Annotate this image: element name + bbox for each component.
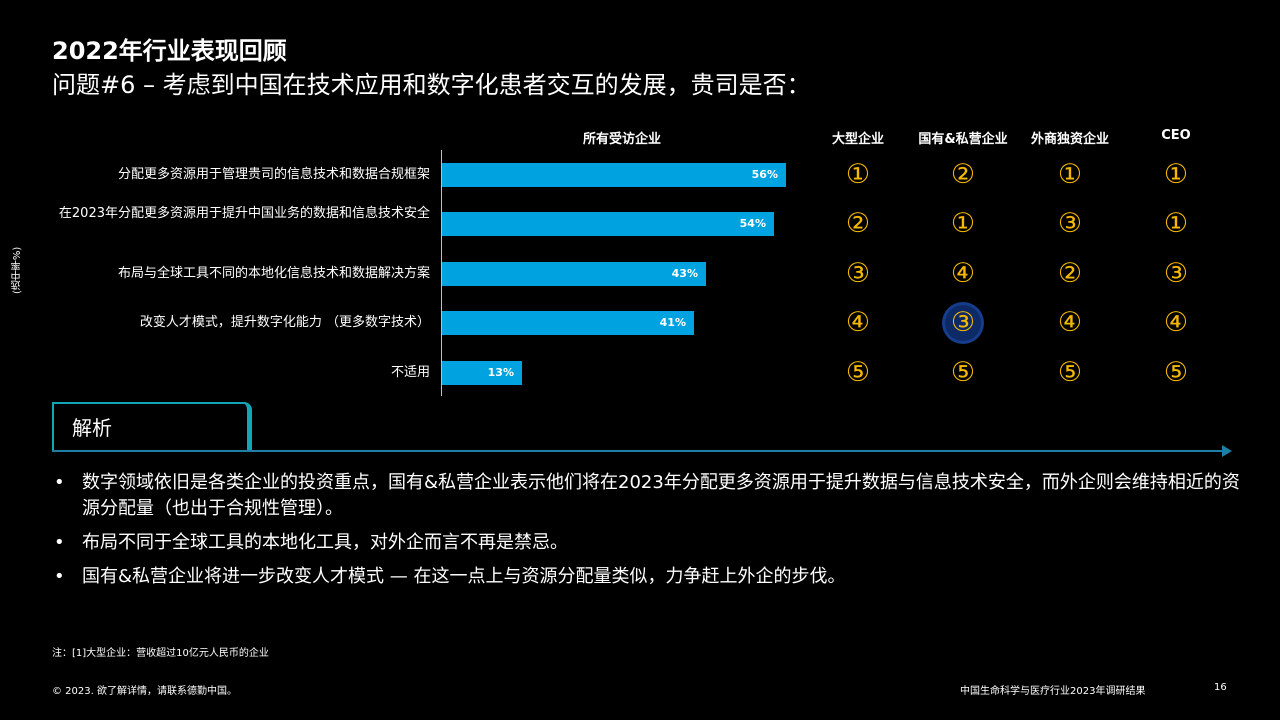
- rank-badge: ①: [845, 159, 871, 190]
- arrow-head-icon: [1222, 445, 1232, 457]
- rank-badge: ③: [845, 258, 871, 289]
- bar-value-label: 13%: [487, 366, 514, 379]
- rank-badge: ⑤: [1163, 357, 1189, 388]
- rank-badge: ①: [1163, 208, 1189, 239]
- page-number: 16: [1214, 682, 1227, 693]
- bar: [442, 262, 706, 286]
- footnote: 注：[1]大型企业：营收超过10亿元人民币的企业: [52, 648, 269, 659]
- chart-axis: [441, 150, 442, 396]
- analysis-bullets: • 数字领域依旧是各类企业的投资重点，国有&私营企业表示他们将在2023年分配更多…: [52, 470, 1242, 598]
- column-header-ceo: CEO: [1161, 128, 1191, 143]
- rank-badge: ③: [1057, 208, 1083, 239]
- category-label: 改变人才模式，提升数字化能力 （更多数字技术）: [139, 315, 430, 330]
- rank-badge: ⑤: [950, 357, 976, 388]
- rank-badge: ②: [950, 159, 976, 190]
- page-title: 2022年行业表现回顾: [52, 37, 287, 65]
- bullet-text: 数字领域依旧是各类企业的投资重点，国有&私营企业表示他们将在2023年分配更多资…: [82, 472, 1240, 519]
- rank-badge: ②: [845, 208, 871, 239]
- rank-badge: ③: [1163, 258, 1189, 289]
- bullet-item: • 布局不同于全球工具的本地化工具，对外企而言不再是禁忌。: [52, 530, 1242, 556]
- category-label: 分配更多资源用于管理贵司的信息技术和数据合规框架: [117, 167, 430, 182]
- column-header-foreign: 外商独资企业: [1030, 132, 1109, 147]
- rank-badge: ⑤: [845, 357, 871, 388]
- bar-value-label: 41%: [659, 316, 686, 329]
- category-label: 不适用: [390, 365, 430, 380]
- bar-value-label: 56%: [751, 168, 778, 181]
- bullet-icon: •: [54, 566, 65, 587]
- bullet-item: • 数字领域依旧是各类企业的投资重点，国有&私营企业表示他们将在2023年分配更多…: [52, 470, 1242, 522]
- rank-badge: ④: [950, 258, 976, 289]
- bullet-item: • 国有&私营企业将进一步改变人才模式 — 在这一点上与资源分配量类似，力争赶上外…: [52, 564, 1242, 590]
- category-label: 在2023年分配更多资源用于提升中国业务的数据和信息技术安全: [58, 206, 430, 221]
- bar: [442, 163, 786, 187]
- bar: [442, 361, 522, 385]
- bullet-icon: •: [54, 472, 65, 493]
- rank-badge: ⑤: [1057, 357, 1083, 388]
- bar-value-label: 43%: [671, 267, 698, 280]
- column-header-state-private: 国有&私营企业: [918, 132, 1008, 147]
- rank-badge: ①: [950, 208, 976, 239]
- y-axis-label: (选中率%): [12, 246, 23, 294]
- footer-report-title: 中国生命科学与医疗行业2023年调研结果: [960, 686, 1146, 697]
- bullet-text: 布局不同于全球工具的本地化工具，对外企而言不再是禁忌。: [82, 532, 568, 553]
- rank-badge: ④: [1057, 307, 1083, 338]
- category-label: 布局与全球工具不同的本地化信息技术和数据解决方案: [117, 266, 430, 281]
- rank-badge: ①: [1163, 159, 1189, 190]
- highlighted-rank-badge: ③: [945, 305, 981, 341]
- column-header-large: 大型企业: [831, 132, 884, 147]
- divider-arrow-line: [52, 450, 1224, 452]
- column-header-all: 所有受访企业: [582, 132, 661, 147]
- analysis-tab: [52, 402, 252, 450]
- rank-badge: ④: [845, 307, 871, 338]
- footer-copyright: © 2023. 欲了解详情，请联系德勤中国。: [52, 686, 237, 697]
- rank-badge: ②: [1057, 258, 1083, 289]
- bar: [442, 311, 694, 335]
- rank-badge: ④: [1163, 307, 1189, 338]
- bar: [442, 212, 774, 236]
- bullet-text: 国有&私营企业将进一步改变人才模式 — 在这一点上与资源分配量类似，力争赶上外企…: [82, 566, 846, 587]
- bullet-icon: •: [54, 532, 65, 553]
- bar-value-label: 54%: [739, 217, 766, 230]
- rank-badge: ①: [1057, 159, 1083, 190]
- page-subtitle: 问题#6 – 考虑到中国在技术应用和数字化患者交互的发展，贵司是否：: [52, 71, 811, 99]
- analysis-label: 解析: [72, 416, 112, 440]
